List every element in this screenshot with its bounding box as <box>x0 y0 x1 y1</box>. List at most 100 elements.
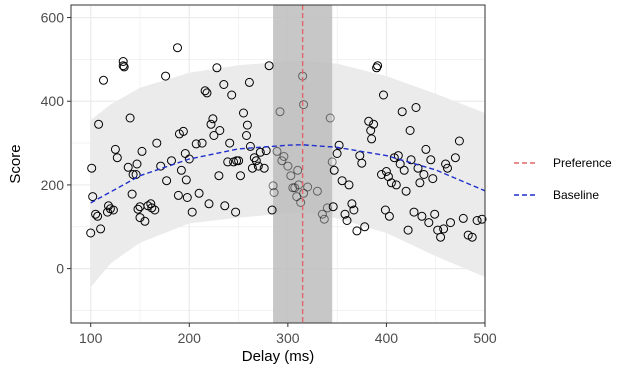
y-tick-label: 200 <box>41 177 65 193</box>
data-point <box>244 77 254 87</box>
data-point <box>214 171 224 181</box>
data-point <box>334 140 344 150</box>
data-point <box>239 108 248 118</box>
data-point <box>184 154 194 164</box>
data-point <box>293 165 303 175</box>
data-point <box>397 107 407 117</box>
data-point <box>424 218 434 228</box>
data-point <box>439 224 449 234</box>
data-point <box>191 139 201 149</box>
data-point <box>187 207 197 217</box>
data-point <box>128 170 138 179</box>
data-point <box>403 225 413 235</box>
data-point <box>156 161 166 171</box>
data-point <box>367 134 377 144</box>
axes: 100 200 300 400 500 0 200 400 600 <box>41 10 497 346</box>
data-point <box>110 144 120 154</box>
data-point <box>296 198 306 207</box>
x-axis-title: Delay (ms) <box>242 348 315 365</box>
data-point <box>225 138 235 148</box>
data-point <box>146 199 156 209</box>
data-point <box>251 156 261 166</box>
data-point <box>379 90 388 100</box>
data-point <box>415 178 425 188</box>
data-point <box>401 186 411 196</box>
data-point <box>344 180 354 190</box>
data-point <box>322 203 332 213</box>
data-point <box>373 61 383 71</box>
data-point <box>118 61 128 71</box>
data-point <box>391 180 401 190</box>
data-point <box>369 119 379 129</box>
data-point <box>219 80 229 89</box>
data-point <box>140 216 150 226</box>
data-point <box>364 116 374 126</box>
data-point <box>112 153 122 163</box>
legend: Preference Baseline <box>514 156 612 202</box>
data-point <box>380 205 390 215</box>
data-point <box>409 207 419 217</box>
data-point <box>93 211 103 221</box>
data-point <box>283 161 293 171</box>
data-point <box>87 163 97 173</box>
data-point <box>103 207 112 217</box>
data-point <box>173 43 182 53</box>
x-tick-label: 300 <box>276 330 300 346</box>
data-point <box>176 165 186 175</box>
data-point <box>419 170 429 179</box>
data-point <box>352 226 362 236</box>
data-point <box>152 138 162 148</box>
data-point <box>393 151 403 161</box>
data-point <box>347 199 357 209</box>
data-point <box>337 176 347 186</box>
data-point <box>269 188 279 197</box>
data-point <box>319 214 329 224</box>
data-point <box>162 176 172 186</box>
data-point <box>411 103 421 112</box>
data-point <box>231 207 241 217</box>
data-point <box>236 171 245 181</box>
data-point <box>242 120 252 130</box>
data-point <box>312 186 322 196</box>
data-point <box>372 63 382 73</box>
data-point <box>275 107 285 117</box>
data-point <box>99 75 108 85</box>
data-point <box>94 119 104 129</box>
data-point <box>405 126 415 135</box>
data-point <box>286 171 296 181</box>
data-point <box>127 189 137 199</box>
data-point <box>272 146 282 156</box>
data-point <box>446 218 455 228</box>
data-point <box>426 155 436 165</box>
data-point <box>91 209 101 219</box>
data-point <box>253 161 263 171</box>
data-point <box>86 228 96 238</box>
baseline-line <box>90 144 486 204</box>
data-point <box>357 158 367 168</box>
data-point <box>332 149 342 158</box>
data-point <box>197 138 207 148</box>
data-point <box>147 203 157 213</box>
data-point <box>215 126 225 135</box>
data-point <box>264 61 274 71</box>
preference-window <box>273 5 333 323</box>
data-point <box>467 232 477 242</box>
data-point <box>255 147 265 157</box>
data-point <box>206 119 216 129</box>
y-tick-label: 0 <box>56 261 64 277</box>
legend-label-preference: Preference <box>553 156 612 170</box>
data-point <box>443 163 452 173</box>
data-point <box>204 199 214 209</box>
data-point <box>342 216 352 225</box>
data-point <box>277 156 287 166</box>
data-point <box>360 222 370 232</box>
data-point <box>328 202 338 212</box>
data-point <box>317 209 327 219</box>
data-point <box>227 90 237 100</box>
data-point <box>267 205 277 215</box>
data-point <box>406 155 416 165</box>
data-point <box>96 224 106 234</box>
data-point <box>118 57 128 66</box>
x-tick-label: 500 <box>473 330 497 346</box>
